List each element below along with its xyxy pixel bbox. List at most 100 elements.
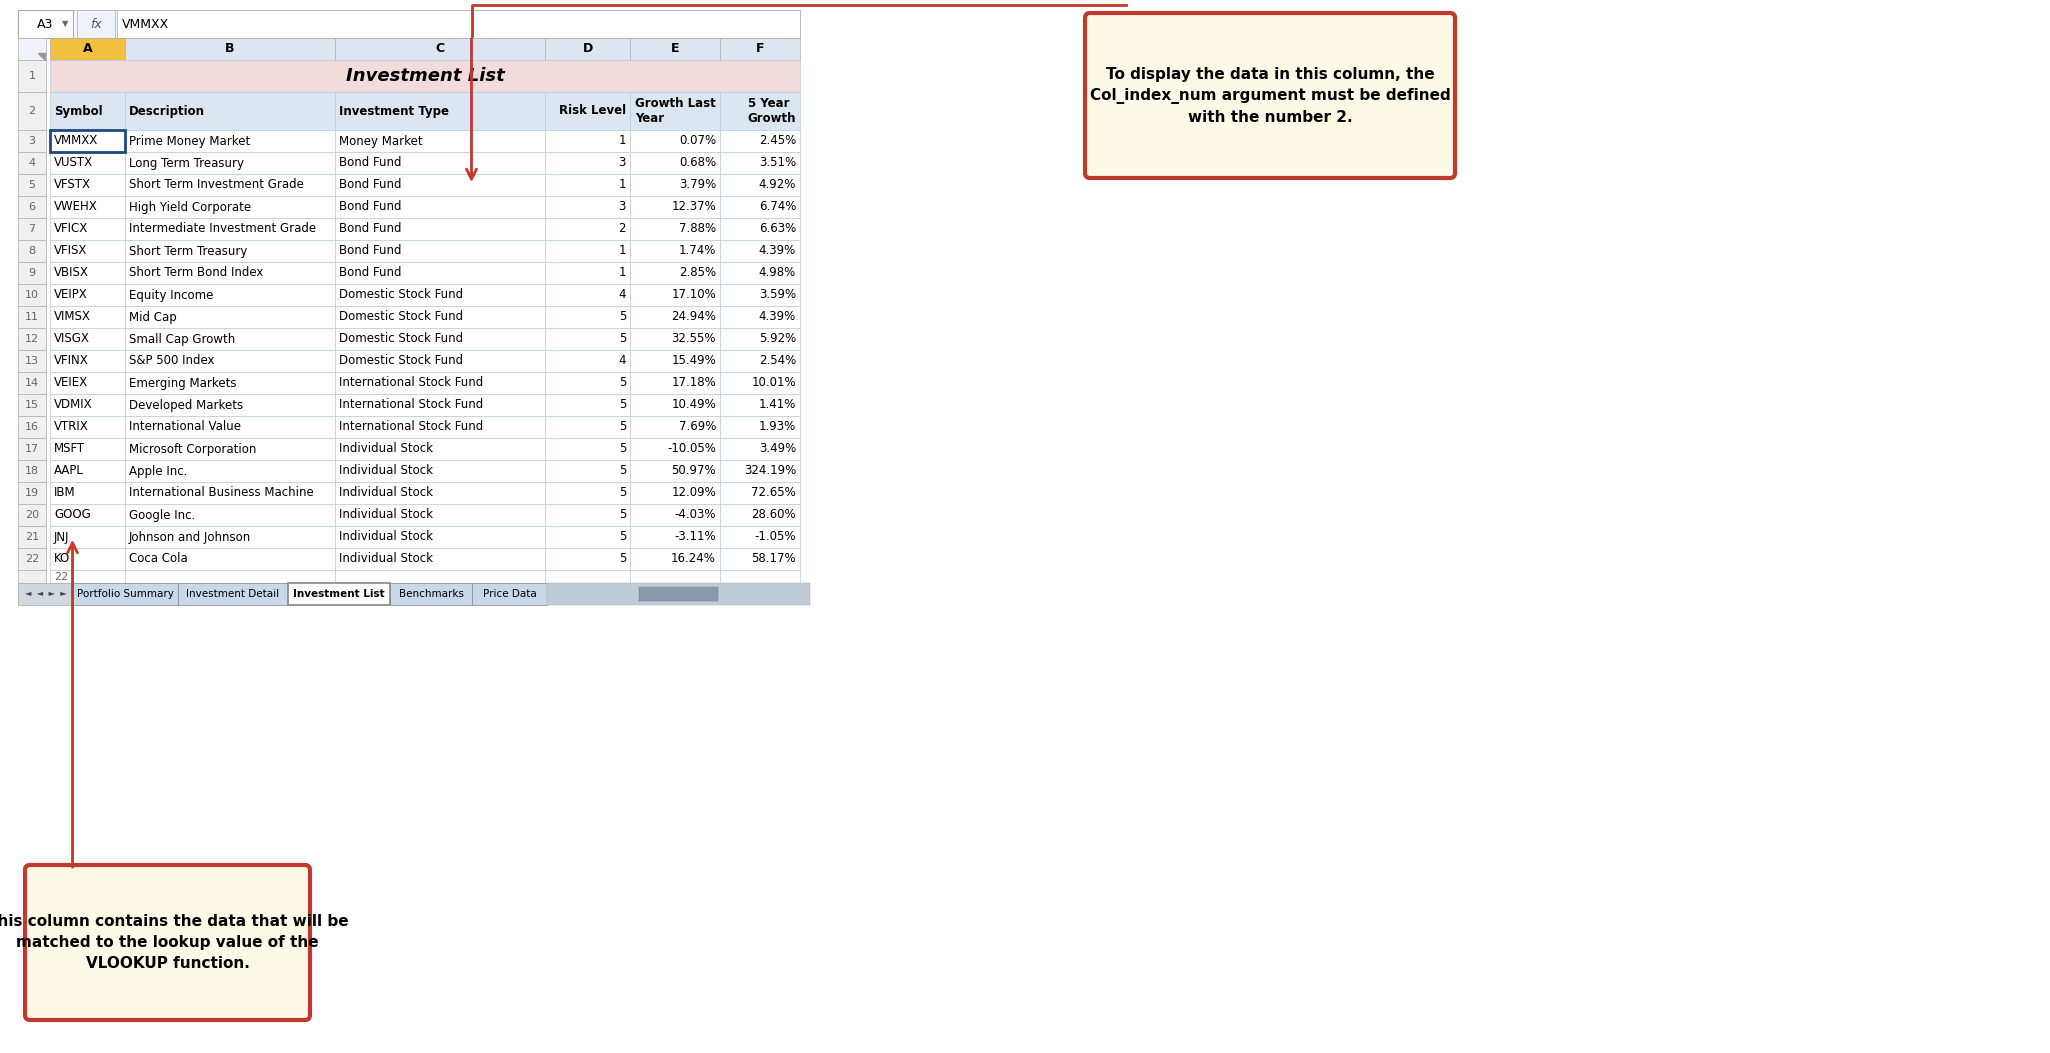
Text: Growth Last
Year: Growth Last Year: [636, 97, 715, 125]
Bar: [720, 416, 800, 438]
Text: Description: Description: [129, 104, 205, 118]
Bar: [720, 130, 800, 152]
Bar: [629, 196, 720, 218]
Bar: [390, 583, 472, 605]
Text: Investment List: Investment List: [293, 589, 385, 599]
Text: -1.05%: -1.05%: [754, 531, 795, 543]
Text: Emerging Markets: Emerging Markets: [129, 377, 236, 390]
Text: MSFT: MSFT: [53, 442, 86, 456]
Bar: [720, 174, 800, 196]
Text: VBISX: VBISX: [53, 266, 88, 279]
Bar: [18, 482, 45, 504]
Bar: [49, 548, 125, 570]
Text: Domestic Stock Fund: Domestic Stock Fund: [338, 355, 463, 367]
Bar: [545, 327, 629, 350]
Text: 12.37%: 12.37%: [670, 200, 715, 214]
Bar: [49, 526, 125, 548]
Text: VFISX: VFISX: [53, 244, 88, 258]
Bar: [125, 394, 334, 416]
Bar: [720, 504, 800, 526]
Text: Domestic Stock Fund: Domestic Stock Fund: [338, 289, 463, 301]
Text: 72.65%: 72.65%: [750, 486, 795, 499]
Bar: [18, 350, 45, 372]
Bar: [18, 460, 45, 482]
Bar: [334, 372, 545, 394]
Bar: [49, 327, 125, 350]
Bar: [720, 372, 800, 394]
Bar: [472, 583, 547, 605]
Text: 5: 5: [619, 333, 625, 345]
Text: International Stock Fund: International Stock Fund: [338, 420, 484, 434]
Bar: [18, 174, 45, 196]
Text: 3: 3: [29, 136, 35, 146]
Bar: [18, 438, 45, 460]
Bar: [18, 504, 45, 526]
Bar: [18, 526, 45, 548]
Bar: [117, 9, 800, 38]
Text: Bond Fund: Bond Fund: [338, 157, 402, 170]
Text: Equity Income: Equity Income: [129, 289, 213, 301]
Text: 5: 5: [619, 553, 625, 565]
Bar: [125, 240, 334, 262]
Text: IBM: IBM: [53, 486, 76, 499]
Text: VISGX: VISGX: [53, 333, 90, 345]
Text: 5: 5: [619, 442, 625, 456]
Bar: [720, 482, 800, 504]
Text: Risk Level: Risk Level: [560, 104, 625, 118]
Text: 50.97%: 50.97%: [672, 464, 715, 477]
Bar: [18, 38, 45, 60]
Bar: [545, 218, 629, 240]
Bar: [49, 306, 125, 327]
Bar: [125, 327, 334, 350]
Bar: [125, 306, 334, 327]
Bar: [334, 350, 545, 372]
Bar: [49, 570, 125, 583]
Text: Developed Markets: Developed Markets: [129, 398, 244, 412]
Bar: [334, 548, 545, 570]
Bar: [49, 240, 125, 262]
Text: Bond Fund: Bond Fund: [338, 266, 402, 279]
Bar: [629, 548, 720, 570]
Bar: [18, 416, 45, 438]
Bar: [18, 196, 45, 218]
Text: 4: 4: [619, 289, 625, 301]
Text: D: D: [582, 42, 592, 56]
Text: 9: 9: [29, 269, 35, 278]
Text: 32.55%: 32.55%: [672, 333, 715, 345]
Text: 4.92%: 4.92%: [758, 179, 795, 192]
Text: Mid Cap: Mid Cap: [129, 311, 176, 323]
Text: VFINX: VFINX: [53, 355, 88, 367]
Text: ▼: ▼: [62, 20, 68, 28]
Text: Small Cap Growth: Small Cap Growth: [129, 333, 236, 345]
Bar: [720, 327, 800, 350]
Text: ◄  ◄  ►  ►: ◄ ◄ ► ►: [25, 590, 66, 598]
Text: VFSTX: VFSTX: [53, 179, 90, 192]
Text: 5: 5: [619, 531, 625, 543]
Text: 17.10%: 17.10%: [670, 289, 715, 301]
Bar: [18, 570, 45, 583]
Bar: [720, 262, 800, 284]
Bar: [18, 218, 45, 240]
Text: International Stock Fund: International Stock Fund: [338, 377, 484, 390]
Text: 15: 15: [25, 400, 39, 410]
Bar: [49, 350, 125, 372]
Text: 5.92%: 5.92%: [758, 333, 795, 345]
Bar: [720, 284, 800, 306]
Bar: [125, 92, 334, 130]
Text: 18: 18: [25, 466, 39, 476]
Bar: [125, 548, 334, 570]
Bar: [334, 438, 545, 460]
Bar: [629, 130, 720, 152]
Bar: [125, 438, 334, 460]
Bar: [125, 482, 334, 504]
Bar: [125, 38, 334, 60]
Bar: [720, 548, 800, 570]
Text: -10.05%: -10.05%: [666, 442, 715, 456]
Bar: [178, 583, 287, 605]
Bar: [334, 174, 545, 196]
Text: S&P 500 Index: S&P 500 Index: [129, 355, 215, 367]
Text: 13: 13: [25, 356, 39, 366]
Text: 14: 14: [25, 378, 39, 388]
Text: 5: 5: [619, 486, 625, 499]
Bar: [720, 218, 800, 240]
